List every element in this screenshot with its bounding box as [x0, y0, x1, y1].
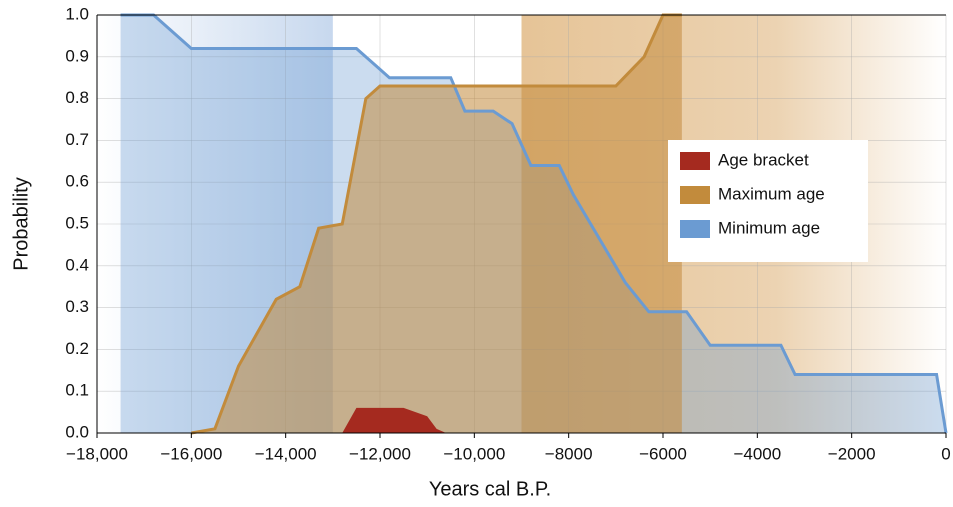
legend-label: Minimum age — [718, 218, 820, 237]
area — [191, 15, 682, 433]
y-axis-label: Probability — [10, 177, 32, 270]
y-tick-label: 0.5 — [65, 213, 89, 232]
line — [120, 13, 948, 434]
x-tick-label: −16,000 — [160, 444, 222, 463]
y-tick-label: 0.3 — [65, 297, 89, 316]
area — [342, 407, 447, 433]
legend-label: Maximum age — [718, 184, 825, 203]
y-tick-label: 0.1 — [65, 381, 89, 400]
x-tick-label: −2000 — [828, 444, 876, 463]
x-tick-label: −6000 — [639, 444, 687, 463]
y-tick-label: 0.0 — [65, 422, 89, 441]
x-tick-label: −12,000 — [349, 444, 411, 463]
y-tick-label: 0.9 — [65, 46, 89, 65]
line — [191, 13, 682, 435]
y-tick-label: 0.6 — [65, 172, 89, 191]
y-tick-label: 0.8 — [65, 88, 89, 107]
legend-swatch — [680, 220, 710, 238]
y-tick-label: 0.2 — [65, 339, 89, 358]
x-tick-label: −18,000 — [66, 444, 128, 463]
x-tick-label: −14,000 — [255, 444, 317, 463]
legend-label: Age bracket — [718, 150, 809, 169]
x-tick-label: −10,000 — [443, 444, 505, 463]
x-axis-label: Years cal B.P. — [429, 478, 551, 500]
x-tick-label: −4000 — [733, 444, 781, 463]
x-tick-label: −8000 — [545, 444, 593, 463]
x-tick-label: 0 — [941, 444, 950, 463]
legend-swatch — [680, 186, 710, 204]
plot — [96, 13, 948, 435]
y-tick-label: 1.0 — [65, 4, 89, 23]
legend-swatch — [680, 152, 710, 170]
y-tick-label: 0.7 — [65, 130, 89, 149]
y-tick-label: 0.4 — [65, 255, 89, 274]
legend: Age bracket Maximum age Minimum age — [668, 140, 868, 262]
